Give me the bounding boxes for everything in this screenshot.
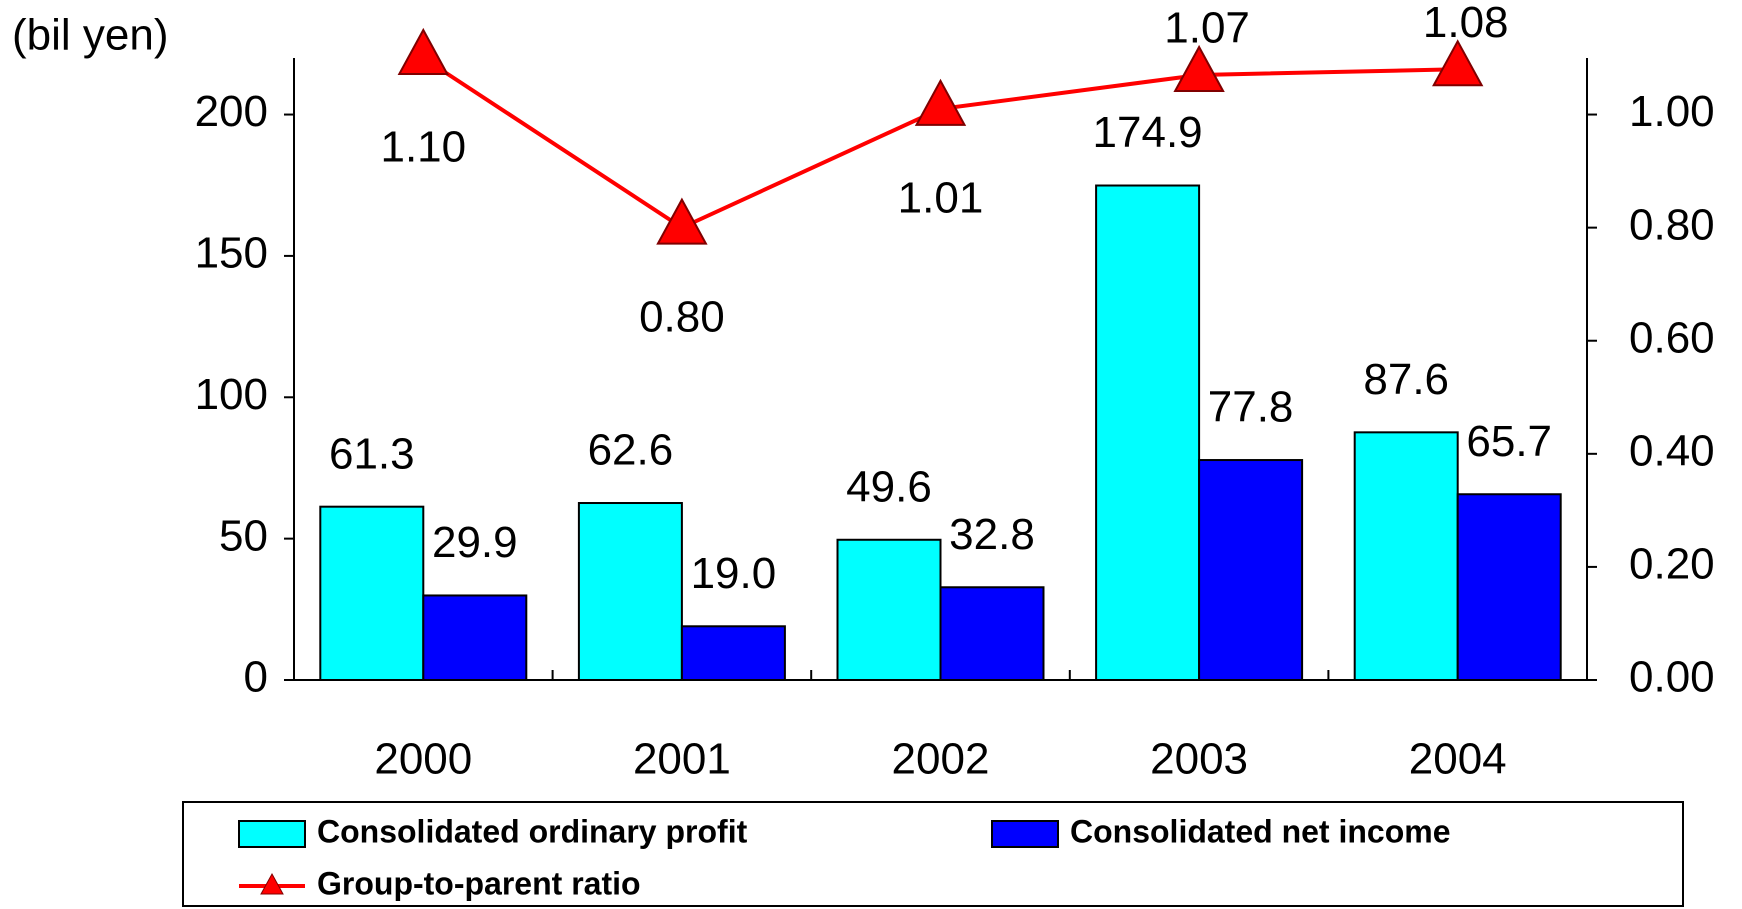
- data-label: 62.6: [588, 426, 674, 475]
- bar: [1095, 184, 1201, 681]
- legend-swatch: [260, 872, 284, 895]
- y2-tick-label: 0.00: [1629, 653, 1715, 702]
- data-label: 87.6: [1363, 355, 1449, 404]
- bar: [680, 625, 786, 681]
- bar: [939, 586, 1045, 681]
- legend-label: Group-to-parent ratio: [317, 865, 641, 901]
- x-tick-label: 2001: [633, 735, 731, 784]
- bar: [319, 505, 425, 681]
- y-tick-label: 50: [219, 511, 268, 560]
- data-label: 29.9: [432, 518, 518, 567]
- marker: [1432, 39, 1484, 87]
- bar: [1456, 493, 1562, 681]
- marker: [1173, 44, 1225, 92]
- y-tick-label: 150: [195, 229, 268, 278]
- bar: [1198, 459, 1304, 681]
- data-label: 19.0: [691, 549, 777, 598]
- x-tick-label: 2003: [1150, 735, 1248, 784]
- y-tick-label: 0: [244, 653, 268, 702]
- legend-swatch: [991, 820, 1059, 848]
- bar: [836, 538, 942, 681]
- y2-tick-label: 0.60: [1629, 313, 1715, 362]
- data-label: 0.80: [639, 292, 725, 341]
- data-label: 1.08: [1423, 0, 1509, 47]
- marker: [397, 27, 449, 75]
- legend-label: Consolidated ordinary profit: [317, 813, 748, 849]
- y2-tick-label: 0.40: [1629, 426, 1715, 475]
- data-label: 1.07: [1164, 4, 1250, 53]
- data-label: 1.10: [380, 123, 466, 172]
- data-label: 65.7: [1466, 417, 1552, 466]
- legend-label: Consolidated net income: [1070, 813, 1450, 849]
- y2-tick-label: 1.00: [1629, 87, 1715, 136]
- bar: [422, 594, 528, 681]
- marker: [656, 197, 708, 245]
- data-label: 1.01: [898, 174, 984, 223]
- y2-tick-label: 0.20: [1629, 540, 1715, 589]
- x-tick-label: 2002: [892, 735, 990, 784]
- x-tick-label: 2000: [374, 735, 472, 784]
- data-label: 77.8: [1208, 383, 1294, 432]
- y-tick-label: 200: [195, 87, 268, 136]
- y-tick-label: 100: [195, 370, 268, 419]
- data-label: 174.9: [1093, 108, 1203, 157]
- y-axis-label: (bil yen): [12, 11, 169, 60]
- y2-tick-label: 0.80: [1629, 200, 1715, 249]
- marker: [914, 78, 967, 126]
- data-label: 49.6: [846, 462, 932, 511]
- data-label: 61.3: [329, 429, 415, 478]
- data-label: 32.8: [949, 510, 1035, 559]
- bar: [577, 502, 683, 681]
- legend-box: [182, 801, 1684, 907]
- legend-swatch: [238, 820, 306, 848]
- x-tick-label: 2004: [1409, 735, 1507, 784]
- bar: [1353, 431, 1459, 681]
